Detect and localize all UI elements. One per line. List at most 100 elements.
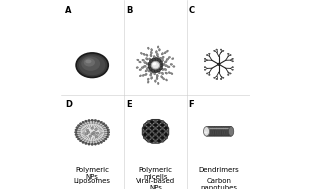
Ellipse shape bbox=[88, 119, 90, 121]
Ellipse shape bbox=[143, 65, 146, 67]
Ellipse shape bbox=[204, 60, 206, 62]
Ellipse shape bbox=[150, 133, 154, 136]
Ellipse shape bbox=[208, 53, 210, 54]
Ellipse shape bbox=[141, 67, 144, 69]
Ellipse shape bbox=[145, 73, 147, 76]
Ellipse shape bbox=[82, 121, 84, 123]
Ellipse shape bbox=[161, 139, 164, 142]
Ellipse shape bbox=[230, 73, 231, 74]
Text: D: D bbox=[65, 100, 72, 109]
Ellipse shape bbox=[75, 134, 77, 136]
Ellipse shape bbox=[148, 62, 152, 66]
Ellipse shape bbox=[161, 68, 164, 70]
Text: B: B bbox=[126, 6, 132, 15]
Ellipse shape bbox=[143, 127, 147, 130]
Ellipse shape bbox=[79, 55, 105, 75]
Ellipse shape bbox=[220, 78, 222, 80]
Ellipse shape bbox=[162, 63, 165, 65]
Ellipse shape bbox=[150, 124, 154, 127]
Ellipse shape bbox=[75, 131, 77, 133]
Ellipse shape bbox=[204, 69, 206, 70]
Ellipse shape bbox=[143, 124, 147, 127]
Ellipse shape bbox=[164, 52, 166, 54]
Ellipse shape bbox=[218, 63, 220, 65]
Ellipse shape bbox=[152, 62, 156, 65]
Ellipse shape bbox=[208, 53, 210, 54]
Ellipse shape bbox=[88, 143, 90, 145]
Ellipse shape bbox=[157, 127, 161, 130]
Ellipse shape bbox=[161, 127, 164, 130]
Ellipse shape bbox=[220, 78, 222, 80]
Ellipse shape bbox=[232, 69, 234, 70]
Ellipse shape bbox=[230, 54, 231, 56]
Ellipse shape bbox=[82, 141, 84, 143]
Ellipse shape bbox=[94, 143, 96, 145]
Ellipse shape bbox=[216, 78, 218, 80]
Ellipse shape bbox=[157, 82, 159, 84]
Ellipse shape bbox=[164, 133, 168, 136]
Ellipse shape bbox=[165, 65, 168, 67]
Ellipse shape bbox=[139, 69, 142, 70]
Ellipse shape bbox=[156, 51, 157, 53]
Ellipse shape bbox=[204, 69, 206, 70]
Ellipse shape bbox=[157, 59, 160, 62]
Ellipse shape bbox=[232, 60, 234, 62]
Ellipse shape bbox=[167, 66, 170, 68]
Ellipse shape bbox=[95, 128, 97, 131]
Ellipse shape bbox=[166, 50, 168, 52]
Ellipse shape bbox=[151, 69, 156, 72]
Ellipse shape bbox=[77, 121, 108, 144]
Ellipse shape bbox=[149, 67, 153, 71]
Ellipse shape bbox=[208, 74, 210, 76]
Ellipse shape bbox=[166, 58, 169, 60]
Ellipse shape bbox=[76, 53, 108, 77]
FancyBboxPatch shape bbox=[207, 127, 231, 136]
Ellipse shape bbox=[105, 125, 107, 126]
Ellipse shape bbox=[76, 127, 78, 129]
Text: Viral-based
NPs: Viral-based NPs bbox=[136, 178, 175, 189]
Ellipse shape bbox=[154, 69, 158, 73]
Ellipse shape bbox=[94, 119, 96, 121]
Ellipse shape bbox=[103, 123, 105, 125]
Ellipse shape bbox=[164, 136, 168, 139]
Ellipse shape bbox=[161, 72, 164, 75]
Ellipse shape bbox=[161, 136, 164, 139]
Ellipse shape bbox=[227, 53, 229, 54]
Text: F: F bbox=[188, 100, 194, 109]
Ellipse shape bbox=[164, 68, 167, 70]
Ellipse shape bbox=[97, 120, 100, 122]
Ellipse shape bbox=[148, 65, 152, 68]
Ellipse shape bbox=[208, 74, 210, 76]
Ellipse shape bbox=[85, 133, 88, 135]
Ellipse shape bbox=[136, 67, 138, 68]
Ellipse shape bbox=[220, 49, 222, 50]
Ellipse shape bbox=[157, 68, 160, 72]
Ellipse shape bbox=[154, 58, 158, 61]
Ellipse shape bbox=[137, 59, 139, 61]
Ellipse shape bbox=[216, 49, 218, 50]
Ellipse shape bbox=[232, 60, 234, 62]
Ellipse shape bbox=[203, 127, 210, 136]
Ellipse shape bbox=[206, 73, 208, 74]
Ellipse shape bbox=[159, 57, 161, 60]
Ellipse shape bbox=[150, 51, 152, 54]
Ellipse shape bbox=[204, 58, 206, 60]
Ellipse shape bbox=[155, 80, 156, 82]
Ellipse shape bbox=[230, 73, 231, 74]
Ellipse shape bbox=[103, 140, 105, 142]
Ellipse shape bbox=[222, 50, 224, 52]
Ellipse shape bbox=[147, 47, 149, 49]
Ellipse shape bbox=[164, 61, 167, 63]
Ellipse shape bbox=[213, 77, 216, 78]
Ellipse shape bbox=[142, 74, 145, 76]
Ellipse shape bbox=[150, 54, 152, 57]
Ellipse shape bbox=[154, 136, 157, 139]
Ellipse shape bbox=[157, 120, 161, 123]
Ellipse shape bbox=[204, 58, 206, 60]
Ellipse shape bbox=[161, 76, 163, 78]
Ellipse shape bbox=[157, 56, 159, 59]
Ellipse shape bbox=[204, 131, 207, 134]
Ellipse shape bbox=[91, 127, 94, 129]
Ellipse shape bbox=[146, 63, 149, 65]
Ellipse shape bbox=[79, 140, 82, 142]
